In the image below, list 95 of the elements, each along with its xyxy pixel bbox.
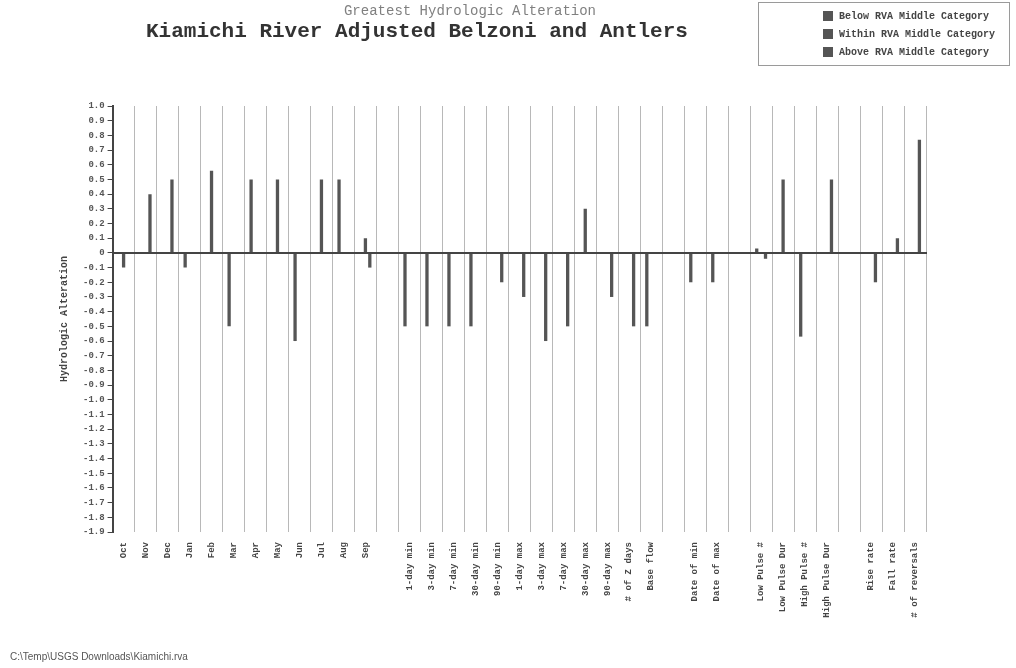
text: C:\Temp\USGS Downloads\Kiamichi.rva [10, 651, 188, 662]
bar [337, 179, 341, 253]
bar [425, 253, 429, 327]
y-tick-label: -0.9 [82, 380, 105, 391]
x-tick-label: 3-day min [426, 542, 437, 591]
bar [799, 253, 803, 337]
bar [469, 253, 473, 327]
x-tick-label: Rise rate [866, 542, 877, 591]
bar [631, 253, 636, 327]
y-tick-label: 1.0 [88, 101, 105, 112]
y-tick-label: 0 [99, 248, 105, 259]
bar [148, 194, 152, 253]
x-tick-label: 90-day min [492, 542, 503, 597]
y-tick-label: -0.2 [82, 277, 105, 288]
bar [544, 253, 548, 342]
x-tick-label: Date of min [690, 542, 701, 602]
x-tick-label: 1-day min [404, 542, 415, 591]
x-tick-label: 3-day max [536, 541, 547, 591]
x-tick-label: High Pulse Dur [822, 542, 833, 618]
legend-label: Within RVA Middle Category [838, 28, 995, 40]
y-tick-label: 0.9 [88, 115, 105, 126]
bar [293, 253, 297, 342]
y-tick-label: -1.7 [82, 497, 105, 508]
x-tick-label: Jun [294, 542, 305, 559]
y-tick-label: 0.6 [88, 160, 105, 171]
y-tick-label: 0.4 [88, 189, 106, 200]
x-tick-label: May [272, 541, 283, 559]
x-tick-label: Apr [250, 542, 261, 559]
x-tick-label: Oct [118, 542, 129, 559]
y-tick-label: -1.8 [82, 512, 105, 523]
y-tick-label: 0.2 [88, 218, 105, 229]
bar [209, 170, 214, 253]
bar [645, 253, 649, 327]
bar [249, 179, 253, 253]
x-tick-label: Dec [162, 542, 173, 559]
bar [755, 248, 759, 253]
y-tick-label: -0.1 [82, 262, 106, 273]
chart-subtitle: Greatest Hydrologic Alteration [342, 3, 597, 19]
y-tick-label: -0.5 [82, 321, 105, 332]
x-tick-label: 7-day min [448, 542, 459, 591]
y-tick-label: -1.3 [82, 439, 105, 450]
bar [447, 253, 451, 327]
legend-label: Below RVA Middle Category [838, 10, 989, 22]
x-tick-label: 7-day max [558, 541, 569, 591]
x-tick-label: Mar [228, 542, 239, 559]
x-tick-label: # of Z days [624, 542, 635, 602]
x-tick-label: 30-day min [470, 542, 481, 597]
x-tick-label: Aug [338, 542, 349, 559]
y-axis-title: Hydrologic Alteration [58, 255, 70, 383]
y-tick-label: 0.7 [88, 145, 105, 156]
x-tick-label: 90-day max [602, 541, 613, 597]
y-tick-label: -1.2 [82, 424, 105, 435]
y-tick-label: -1.6 [82, 483, 105, 494]
chart-title: Kiamichi River Adjusted Belzoni and Antlers [146, 20, 688, 43]
x-tick-label: Feb [206, 542, 217, 559]
bar [522, 253, 526, 297]
bar [227, 253, 231, 327]
x-tick-label: Base flow [646, 541, 657, 591]
bar [829, 179, 834, 253]
y-tick-label: -1.0 [82, 395, 105, 406]
x-tick-label: Sep [360, 542, 371, 559]
y-tick-label: -0.7 [82, 350, 105, 361]
x-tick-label: # of reversals [910, 542, 921, 618]
x-tick-label: Low Pulse Dur [778, 542, 789, 613]
y-tick-label: -0.3 [82, 292, 105, 303]
x-tick-label: 1-day max [514, 541, 525, 591]
y-tick-label: -1.9 [82, 527, 105, 538]
y-tick-label: 0.8 [88, 130, 105, 141]
bar [609, 253, 614, 297]
y-tick-label: -1.1 [82, 409, 106, 420]
y-tick-label: -0.6 [82, 336, 105, 347]
y-tick-label: -1.5 [82, 468, 105, 479]
y-tick-label: 0.3 [88, 204, 105, 215]
x-tick-label: 30-day max [580, 541, 591, 597]
bar [319, 179, 324, 253]
x-tick-label: Nov [140, 541, 151, 559]
x-tick-label: Fall rate [888, 542, 899, 591]
y-tick-label: 0.1 [88, 233, 106, 244]
legend-label: Above RVA Middle Category [838, 46, 989, 58]
bar [403, 253, 407, 327]
x-tick-label: Jan [184, 542, 195, 559]
bar [781, 179, 785, 253]
bar [170, 179, 174, 253]
y-tick-label: -0.4 [82, 306, 106, 317]
x-tick-label: Date of max [712, 541, 723, 602]
bar [566, 253, 570, 327]
bar [583, 208, 587, 253]
y-tick-label: -0.8 [82, 365, 105, 376]
x-tick-label: High Pulse # [800, 541, 811, 607]
x-tick-label: Jul [316, 541, 327, 559]
bar [275, 179, 280, 253]
y-tick-label: -1.4 [82, 453, 106, 464]
bar [917, 139, 922, 253]
y-tick-label: 0.5 [88, 174, 105, 185]
x-tick-label: Low Pulse # [756, 541, 767, 602]
